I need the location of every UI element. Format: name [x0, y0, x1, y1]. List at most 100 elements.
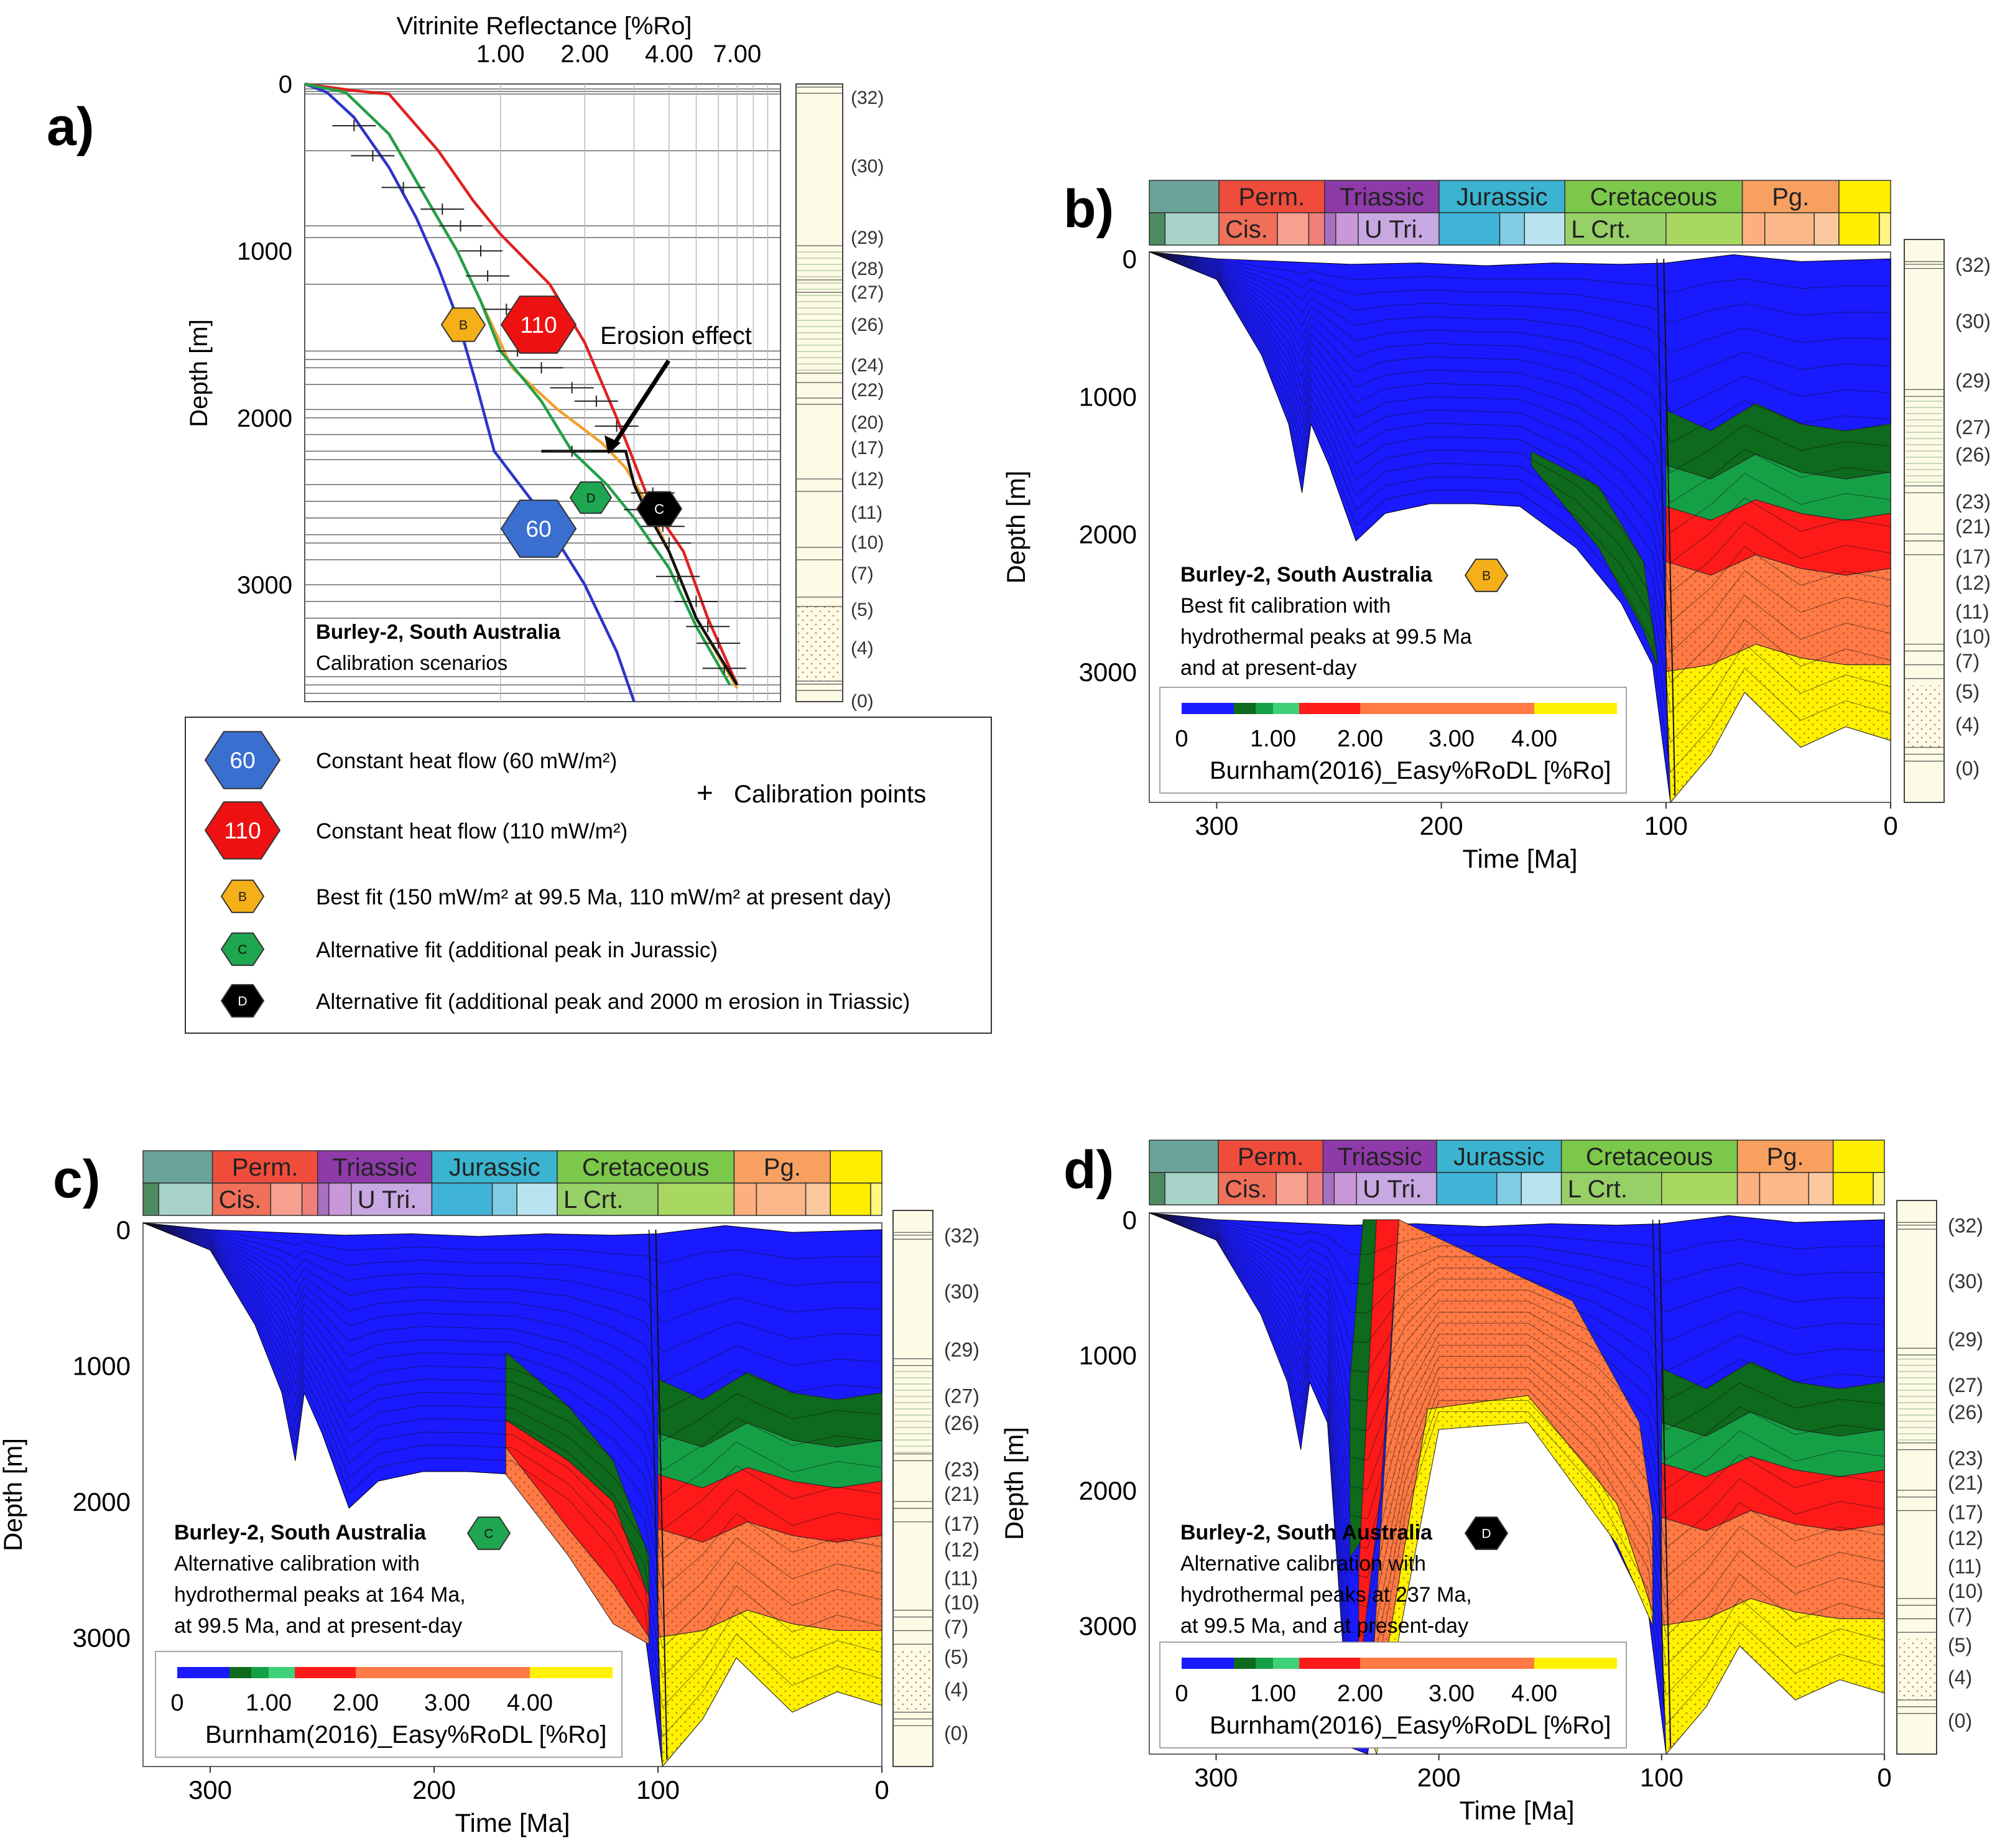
- caption-badge: B: [1464, 559, 1509, 592]
- lithology-texture: [1661, 1510, 1884, 1626]
- epoch-cell: [158, 1182, 213, 1216]
- lithology-texture: [1661, 1598, 1884, 1754]
- a-box-subtitle: Calibration scenarios: [316, 651, 507, 674]
- period-cell: [1564, 180, 1743, 213]
- colorbar-label: Burnham(2016)_Easy%RoDL [%Ro]: [1210, 1712, 1611, 1739]
- colorbar-tick: 1.00: [1250, 726, 1296, 752]
- badge-60-a-hex: [500, 499, 577, 558]
- layer-label: (0): [1948, 1710, 1972, 1732]
- layer-label-a: (27): [851, 282, 884, 303]
- badge-60-a: 60: [500, 499, 577, 558]
- epoch-cell: [270, 1182, 303, 1216]
- x-tick-label: 200: [1417, 1763, 1461, 1792]
- colorbar-segment: [1299, 1658, 1360, 1669]
- caption-badge-hex: [1464, 559, 1509, 592]
- layer-label: (17): [1948, 1502, 1983, 1524]
- layer-line: [1149, 251, 1891, 534]
- y-tick-label: 3000: [1079, 1611, 1137, 1640]
- caption-badge-label: B: [1482, 569, 1491, 583]
- y-axis-label: Depth [m]: [0, 1438, 27, 1551]
- colorbar-tick: 4.00: [1511, 1681, 1557, 1707]
- layer-label-a: (12): [851, 469, 884, 490]
- layer-line: [142, 1222, 882, 1590]
- layer-label: (10): [1948, 1580, 1983, 1602]
- erosion-arrow: [611, 360, 670, 448]
- layer-label: (27): [1955, 416, 1991, 439]
- epoch-label: Cis.: [1225, 216, 1268, 243]
- badge-d-a-hex: [569, 481, 613, 514]
- epoch-cell: [1661, 1172, 1738, 1205]
- caption-title: Burley-2, South Australia: [174, 1521, 427, 1544]
- epoch-cell: [1322, 1172, 1335, 1205]
- period-label: Triassic: [1340, 183, 1424, 211]
- layer-label: (17): [944, 1513, 980, 1535]
- period-cell: [733, 1150, 831, 1184]
- badge-60-a-label: 60: [526, 516, 551, 542]
- epoch-cell: [1308, 212, 1325, 246]
- litho-shale: [894, 1365, 932, 1454]
- caption-badge-label: C: [484, 1526, 493, 1541]
- layer-line: [142, 1222, 882, 1412]
- calibration-point: [466, 270, 510, 282]
- layer-line: [142, 1222, 882, 1264]
- fault-line: [1659, 1219, 1672, 1748]
- colorbar-segment: [1182, 1658, 1234, 1669]
- layer-label: (10): [944, 1592, 980, 1614]
- layer-line: [1149, 1212, 1885, 1461]
- epoch-label: L Crt.: [1568, 1176, 1628, 1203]
- fault-line: [1652, 1219, 1665, 1707]
- x-tick-label: 200: [412, 1775, 456, 1804]
- layer-label-a: (28): [851, 259, 884, 279]
- period-cell: [1838, 180, 1891, 213]
- epoch-label: Cis.: [219, 1186, 262, 1214]
- panel-c: c) Perm. Triassic Jurassic Cretaceous Pg. Cis.…: [0, 1149, 980, 1837]
- layer-line: [142, 1222, 882, 1501]
- colorbar-segment: [229, 1667, 251, 1678]
- colorbar-segment: [356, 1667, 530, 1678]
- layer-label: (4): [944, 1678, 968, 1701]
- panel-label: d): [1063, 1140, 1114, 1200]
- calibration-point: [647, 537, 691, 549]
- layer-line: [1149, 251, 1891, 384]
- colorbar-tick: 2.00: [1337, 1681, 1383, 1707]
- period-cell: [1149, 180, 1220, 213]
- layer-label: (12): [1948, 1527, 1983, 1549]
- caption-badge-hex: [466, 1516, 511, 1550]
- layer-label: (5): [1955, 680, 1980, 703]
- epoch-cell: [1164, 1172, 1219, 1205]
- epoch-cell: [1438, 212, 1501, 246]
- colorbar-tick: 3.00: [1429, 726, 1475, 752]
- x-tick-label: 300: [1194, 1763, 1238, 1792]
- legend-badge-D-hex: [220, 984, 265, 1018]
- y-tick-label: 1000: [1079, 1340, 1137, 1370]
- colorbar-tick: 0: [170, 1690, 183, 1716]
- caption-badge-label: D: [1481, 1526, 1491, 1541]
- epoch-cell: [1759, 1172, 1809, 1205]
- epoch-cell: [1873, 1172, 1885, 1205]
- y-axis-label: Depth [m]: [999, 1427, 1029, 1540]
- y-tick-label: 2000: [73, 1487, 131, 1516]
- legend-badge-C-hex: [220, 932, 265, 966]
- period-label: Pg.: [764, 1154, 801, 1181]
- colorbar-label: Burnham(2016)_Easy%RoDL [%Ro]: [1210, 757, 1611, 784]
- layer-line: [142, 1222, 882, 1294]
- badge-c-a-label: C: [654, 501, 664, 517]
- litho-column: [795, 83, 843, 702]
- colorbar-segment: [1234, 703, 1256, 714]
- layer-label: (11): [1955, 600, 1990, 623]
- layer-label-a: (5): [851, 600, 874, 620]
- layer-label: (23): [1948, 1447, 1983, 1470]
- epoch-cell: [1277, 212, 1310, 246]
- y-tick-label: 0: [1123, 244, 1137, 274]
- period-cell: [1322, 1140, 1437, 1173]
- curve-C: [304, 82, 731, 686]
- calibration-point: [550, 445, 594, 457]
- layer-line: [142, 1222, 882, 1679]
- layer-label-a: (11): [851, 503, 882, 523]
- colorbar-tick: 0: [1175, 726, 1188, 752]
- caption-line: hydrothermal peaks at 99.5 Ma: [1180, 625, 1472, 649]
- layer-line: [1149, 1212, 1885, 1549]
- layer-label-a: (0): [851, 691, 874, 712]
- period-label: Triassic: [332, 1154, 417, 1181]
